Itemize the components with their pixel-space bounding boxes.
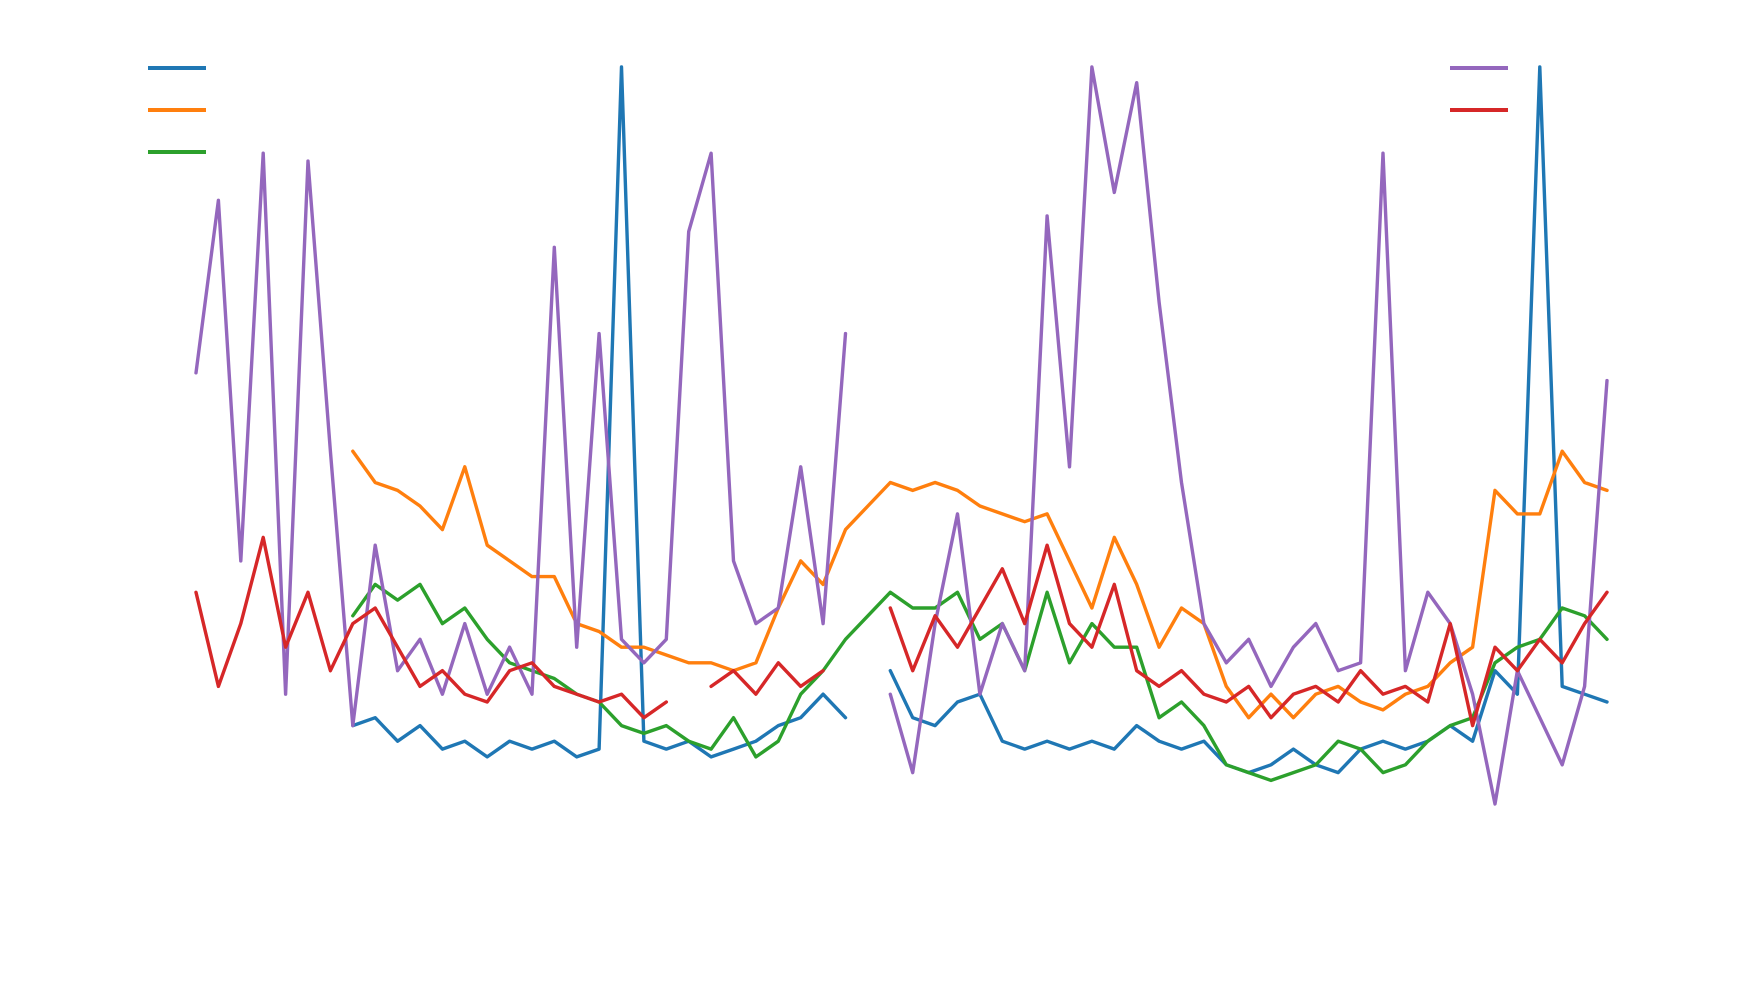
series-line: [351, 582, 1609, 783]
series-group: [351, 449, 1609, 720]
series-line: [194, 535, 668, 720]
series-line: [709, 661, 825, 696]
series-line: [351, 65, 848, 759]
series-group: [194, 535, 1609, 728]
series-line: [888, 543, 1609, 728]
series-line: [888, 65, 1609, 806]
series-line: [888, 65, 1609, 775]
series-line: [194, 151, 848, 728]
series-line: [351, 449, 1609, 720]
series-group: [194, 65, 1609, 806]
series-group: [351, 582, 1609, 783]
series-group: [351, 65, 1609, 775]
